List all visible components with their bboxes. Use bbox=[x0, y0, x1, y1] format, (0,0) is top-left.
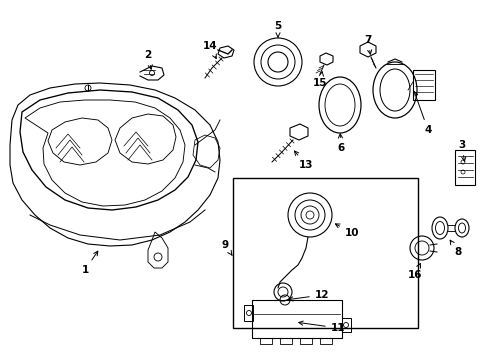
Text: 1: 1 bbox=[81, 251, 98, 275]
Text: 15: 15 bbox=[312, 72, 326, 88]
Bar bbox=[319, 338, 331, 344]
Text: 10: 10 bbox=[335, 224, 359, 238]
Text: 12: 12 bbox=[288, 290, 328, 301]
Text: 3: 3 bbox=[457, 140, 465, 161]
Bar bbox=[251, 300, 341, 338]
Text: 7: 7 bbox=[364, 35, 371, 54]
Text: 8: 8 bbox=[449, 240, 461, 257]
Bar bbox=[260, 338, 271, 344]
Bar bbox=[299, 338, 311, 344]
Text: 6: 6 bbox=[337, 134, 344, 153]
Text: 14: 14 bbox=[202, 41, 217, 59]
Text: 13: 13 bbox=[294, 151, 313, 170]
Text: 5: 5 bbox=[274, 21, 281, 37]
Bar bbox=[244, 305, 252, 321]
Text: 2: 2 bbox=[144, 50, 152, 69]
Bar bbox=[280, 338, 291, 344]
Text: 11: 11 bbox=[298, 321, 345, 333]
Bar bbox=[341, 318, 350, 332]
Text: 9: 9 bbox=[221, 240, 232, 255]
Bar bbox=[232, 178, 417, 328]
Text: 4: 4 bbox=[413, 92, 431, 135]
Text: 16: 16 bbox=[407, 264, 421, 280]
